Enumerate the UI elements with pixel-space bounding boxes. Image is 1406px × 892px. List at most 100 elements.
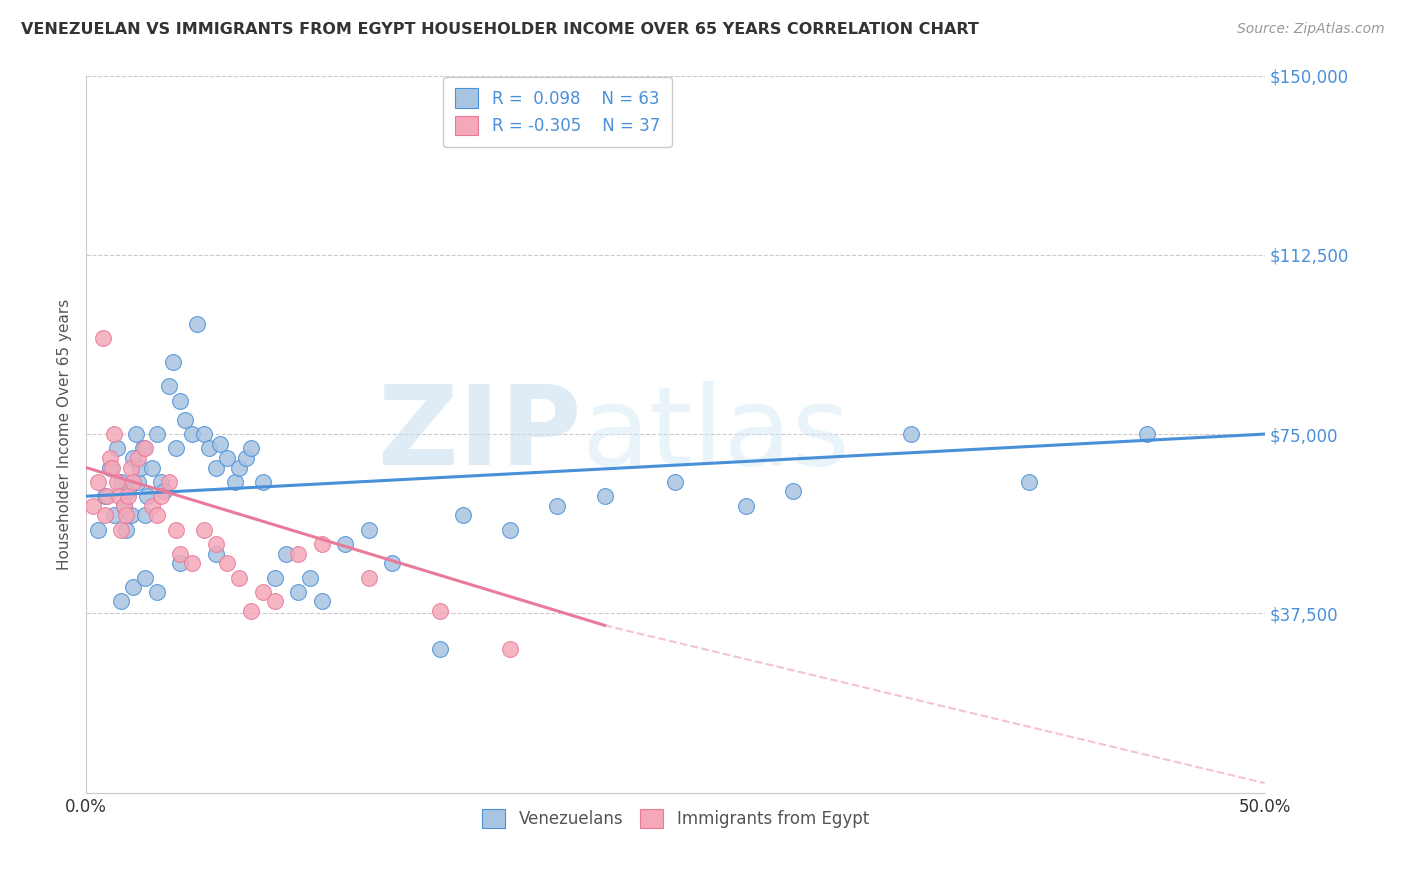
Point — [150, 475, 173, 489]
Point — [169, 547, 191, 561]
Point — [193, 427, 215, 442]
Point — [169, 556, 191, 570]
Point — [87, 523, 110, 537]
Point — [252, 585, 274, 599]
Point — [287, 585, 309, 599]
Point — [117, 489, 139, 503]
Point — [127, 475, 149, 489]
Point — [122, 580, 145, 594]
Point — [110, 523, 132, 537]
Point — [311, 594, 333, 608]
Point — [134, 442, 156, 456]
Point — [1018, 475, 1040, 489]
Point — [735, 499, 758, 513]
Point — [146, 585, 169, 599]
Point — [136, 489, 159, 503]
Point — [499, 523, 522, 537]
Point — [174, 413, 197, 427]
Point — [664, 475, 686, 489]
Point — [105, 442, 128, 456]
Point — [165, 523, 187, 537]
Point — [193, 523, 215, 537]
Point — [157, 475, 180, 489]
Point — [181, 556, 204, 570]
Point — [429, 642, 451, 657]
Point — [335, 537, 357, 551]
Point — [122, 450, 145, 465]
Point — [263, 594, 285, 608]
Point — [900, 427, 922, 442]
Point — [108, 489, 131, 503]
Point — [252, 475, 274, 489]
Point — [98, 450, 121, 465]
Point — [110, 594, 132, 608]
Point — [122, 475, 145, 489]
Point — [197, 442, 219, 456]
Point — [146, 508, 169, 523]
Point — [146, 427, 169, 442]
Point — [105, 475, 128, 489]
Point — [150, 489, 173, 503]
Point — [131, 442, 153, 456]
Point — [117, 484, 139, 499]
Point — [186, 317, 208, 331]
Point — [209, 436, 232, 450]
Point — [94, 489, 117, 503]
Point — [103, 508, 125, 523]
Point — [217, 556, 239, 570]
Point — [263, 570, 285, 584]
Point — [103, 427, 125, 442]
Point — [311, 537, 333, 551]
Point — [169, 393, 191, 408]
Point — [357, 523, 380, 537]
Point — [276, 547, 298, 561]
Point — [115, 508, 138, 523]
Point — [110, 475, 132, 489]
Point — [165, 442, 187, 456]
Point — [287, 547, 309, 561]
Point — [224, 475, 246, 489]
Point — [115, 523, 138, 537]
Point — [120, 508, 142, 523]
Text: atlas: atlas — [581, 381, 849, 488]
Point — [120, 460, 142, 475]
Point — [141, 499, 163, 513]
Point — [240, 604, 263, 618]
Point — [217, 450, 239, 465]
Point — [228, 570, 250, 584]
Point — [134, 570, 156, 584]
Point — [381, 556, 404, 570]
Point — [141, 460, 163, 475]
Point — [134, 508, 156, 523]
Point — [124, 427, 146, 442]
Point — [204, 547, 226, 561]
Text: ZIP: ZIP — [378, 381, 581, 488]
Text: Source: ZipAtlas.com: Source: ZipAtlas.com — [1237, 22, 1385, 37]
Point — [153, 484, 176, 499]
Point — [235, 450, 257, 465]
Point — [782, 484, 804, 499]
Point — [127, 450, 149, 465]
Point — [357, 570, 380, 584]
Point — [451, 508, 474, 523]
Point — [82, 499, 104, 513]
Y-axis label: Householder Income Over 65 years: Householder Income Over 65 years — [58, 299, 72, 570]
Point — [98, 460, 121, 475]
Point — [499, 642, 522, 657]
Point — [240, 442, 263, 456]
Point — [96, 489, 118, 503]
Point — [87, 475, 110, 489]
Point — [94, 508, 117, 523]
Point — [129, 460, 152, 475]
Point — [112, 499, 135, 513]
Point — [546, 499, 568, 513]
Point — [181, 427, 204, 442]
Point — [157, 379, 180, 393]
Point — [298, 570, 321, 584]
Point — [1136, 427, 1159, 442]
Text: VENEZUELAN VS IMMIGRANTS FROM EGYPT HOUSEHOLDER INCOME OVER 65 YEARS CORRELATION: VENEZUELAN VS IMMIGRANTS FROM EGYPT HOUS… — [21, 22, 979, 37]
Legend: Venezuelans, Immigrants from Egypt: Venezuelans, Immigrants from Egypt — [475, 802, 876, 835]
Point — [204, 537, 226, 551]
Point — [429, 604, 451, 618]
Point — [162, 355, 184, 369]
